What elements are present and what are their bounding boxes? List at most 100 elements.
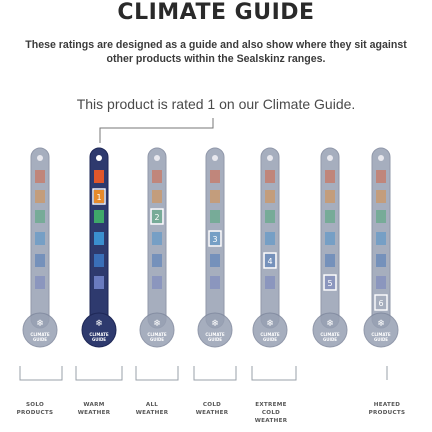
scale-box [35,210,45,223]
scale-box [35,276,45,289]
sun-icon [327,155,333,161]
scale-box [94,210,104,223]
scale-box [94,276,104,289]
scale-box [94,254,104,267]
thermometer-bulb [252,312,288,348]
highlight-number: 1 [96,193,101,202]
highlight-number: 5 [327,279,332,288]
sun-icon [96,155,102,161]
snowflake-icon: ❄ [211,319,219,329]
scale-box [35,254,45,267]
badge-text: GUIDE [323,337,337,342]
badge-text: CLIMATE [30,332,49,337]
badge-text: CLIMATE [371,332,390,337]
scale-box [210,232,220,245]
category-solo-products: SOLO PRODUCTS [16,402,54,416]
category-bracket [19,366,63,381]
badge-text: CLIMATE [205,332,224,337]
highlight-number: 6 [378,299,383,308]
scale-box [210,254,220,267]
scale-box [94,190,104,203]
highlight-number: 3 [212,235,217,244]
scale-box [265,276,275,289]
scale-box [210,276,220,289]
highlight-box [150,208,164,225]
intro-text: These ratings are designed as a guide an… [25,39,407,65]
thermometer-bulb [22,312,58,348]
badge-text: CLIMATE [89,332,108,337]
scale-box [376,276,386,289]
highlight-number: 2 [154,213,159,222]
scale-box [35,232,45,245]
badge-text: GUIDE [92,337,106,342]
scale-box [152,190,162,203]
badge-text: CLIMATE [260,332,279,337]
scale-box [152,276,162,289]
scale-box [265,254,275,267]
snowflake-icon: ❄ [266,319,274,329]
category-bracket [193,366,237,381]
scale-box [376,210,386,223]
scale-box [210,190,220,203]
thermometer-bulb [139,312,175,348]
scale-box [152,232,162,245]
scale-box [325,232,335,245]
highlight-box [92,188,106,205]
scale-box [210,210,220,223]
badge-text: GUIDE [263,337,277,342]
scale-box [376,190,386,203]
rating-pointer [99,118,214,143]
sun-icon [378,155,384,161]
scale-box [152,210,162,223]
category-bracket [135,366,179,381]
thermometer-bulb [197,312,233,348]
snowflake-icon: ❄ [326,319,334,329]
snowflake-icon: ❄ [153,319,161,329]
scale-box [376,170,386,183]
snowflake-icon: ❄ [95,319,103,329]
thermometer-bulb [312,312,348,348]
scale-box [325,276,335,289]
scale-box [152,170,162,183]
scale-box [210,170,220,183]
sun-icon [154,155,160,161]
badge-text: GUIDE [374,337,388,342]
scale-box [376,232,386,245]
scale-box [325,170,335,183]
category-cold-weather: COLD WEATHER [195,402,229,416]
scale-box [152,254,162,267]
thermometer-bulb [81,312,117,348]
scale-box [325,254,335,267]
scale-box [325,190,335,203]
rating-statement: This product is rated 1 on our Climate G… [76,96,356,112]
thermometer-bulb [363,312,399,348]
highlight-box [374,294,388,311]
scale-box [35,170,45,183]
scale-box [94,232,104,245]
scale-box [376,254,386,267]
category-warm-weather: WARM WEATHER [77,402,111,416]
highlight-number: 4 [267,257,272,266]
scale-box [265,170,275,183]
highlight-box [263,252,277,269]
category-bracket [75,366,123,381]
badge-text: GUIDE [33,337,47,342]
category-bracket [251,366,297,381]
page-title: CLIMATE GUIDE [117,0,315,25]
scale-box [94,170,104,183]
badge-text: CLIMATE [147,332,166,337]
category-all-weather: ALL WEATHER [135,402,169,416]
category-heated-products: HEATED PRODUCTS [368,402,406,416]
snowflake-icon: ❄ [36,319,44,329]
category-extreme-cold-weather: EXTREME COLD WEATHER [254,402,288,424]
scale-box [325,210,335,223]
scale-box [35,190,45,203]
sun-icon [212,155,218,161]
highlight-box [323,274,337,291]
scale-box [265,190,275,203]
badge-text: GUIDE [150,337,164,342]
snowflake-icon: ❄ [377,319,385,329]
scale-box [265,210,275,223]
badge-text: CLIMATE [320,332,339,337]
